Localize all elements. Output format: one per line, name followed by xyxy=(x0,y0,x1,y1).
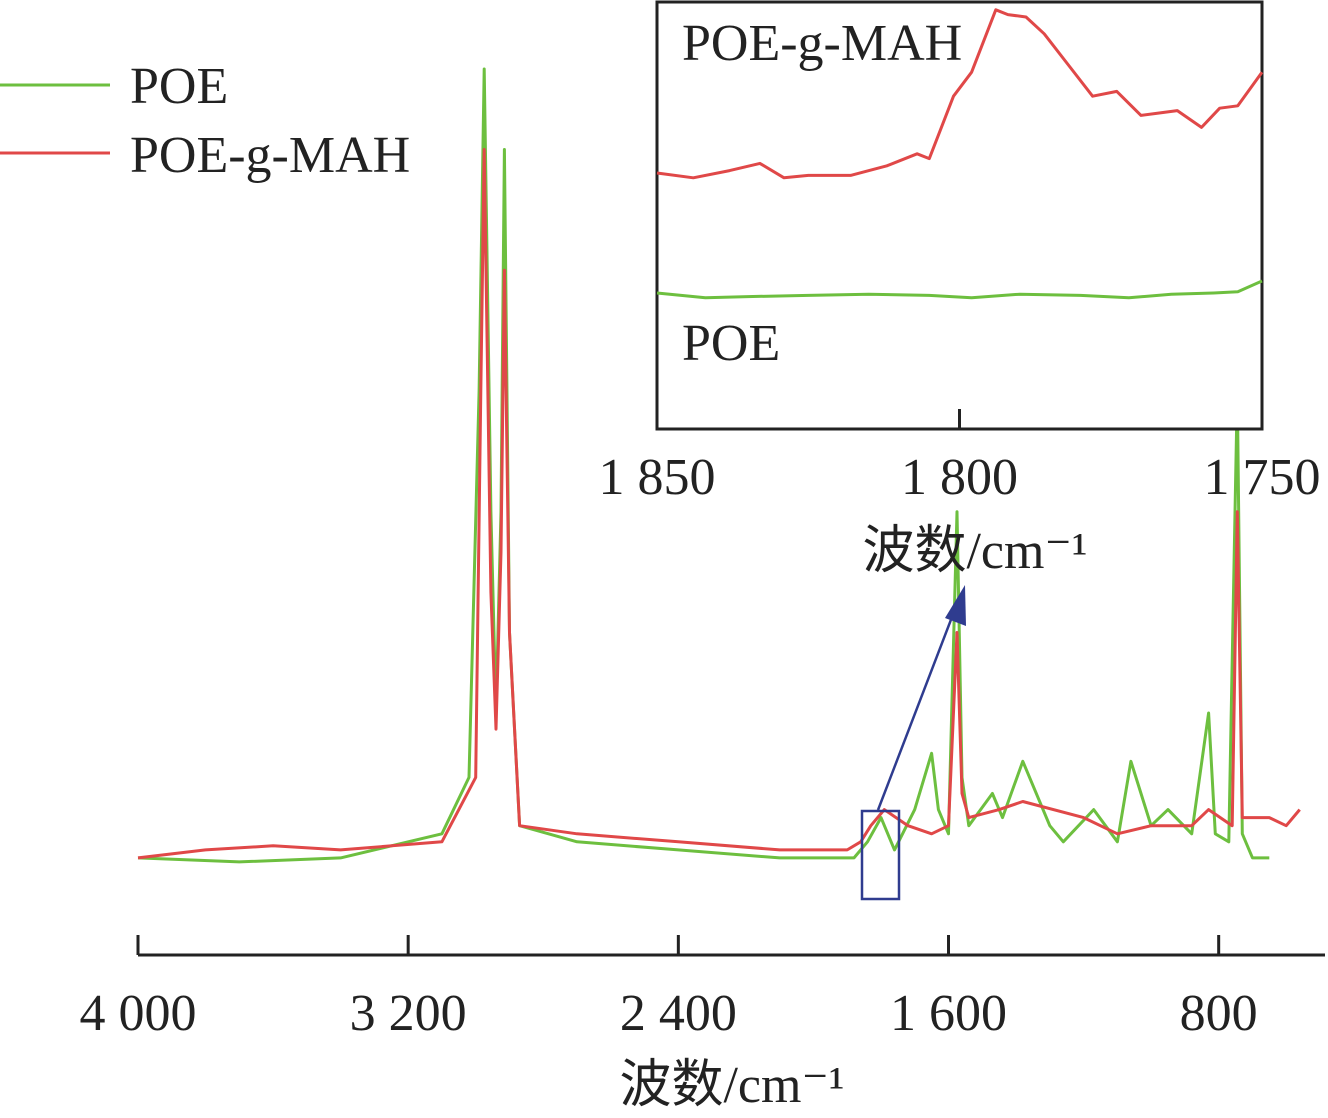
main-tick-label: 3 200 xyxy=(350,985,467,1042)
inset-series-poe-g-mah xyxy=(656,8,1264,180)
inset-annotation-poe-g-mah: POE-g-MAH xyxy=(682,15,962,72)
zoom-arrow-line xyxy=(876,603,959,811)
main-x-ticks: 4 000 3 200 2 400 1 600 800 xyxy=(80,935,1258,1042)
inset-x-axis-label: 波数/cm⁻¹ xyxy=(862,523,1087,580)
zoom-arrow-head xyxy=(945,585,966,626)
inset-tick-label: 1 800 xyxy=(901,449,1018,506)
inset-tick-label: 1 850 xyxy=(599,449,716,506)
main-plot: 4 000 3 200 2 400 1 600 800 波数/cm⁻¹ POE POE-… xyxy=(0,58,1325,1114)
main-tick-label: 800 xyxy=(1180,985,1258,1042)
inset-plot: 1 850 1 800 1 750 POE-g-MAH POE 波数/cm⁻¹ xyxy=(599,0,1321,580)
main-tick-label: 2 400 xyxy=(620,985,737,1042)
main-tick-label: 1 600 xyxy=(890,985,1007,1042)
inset-frame xyxy=(655,0,1264,431)
inset-annotation-poe: POE xyxy=(682,315,780,372)
zoom-region-box xyxy=(860,809,901,901)
legend-label-poe-g-mah: POE-g-MAH xyxy=(130,127,410,184)
main-tick-label: 4 000 xyxy=(80,985,197,1042)
legend: POE POE-g-MAH xyxy=(0,58,410,184)
main-x-axis-label: 波数/cm⁻¹ xyxy=(619,1057,844,1114)
inset-x-ticks: 1 850 1 800 1 750 xyxy=(599,409,1321,506)
inset-tick-label: 1 750 xyxy=(1204,449,1321,506)
inset-series-group xyxy=(656,8,1264,300)
main-series-poe-g-mah xyxy=(137,148,1301,860)
inset-series-poe xyxy=(656,279,1263,300)
main-series-group xyxy=(137,67,1301,864)
legend-label-poe: POE xyxy=(130,58,228,115)
